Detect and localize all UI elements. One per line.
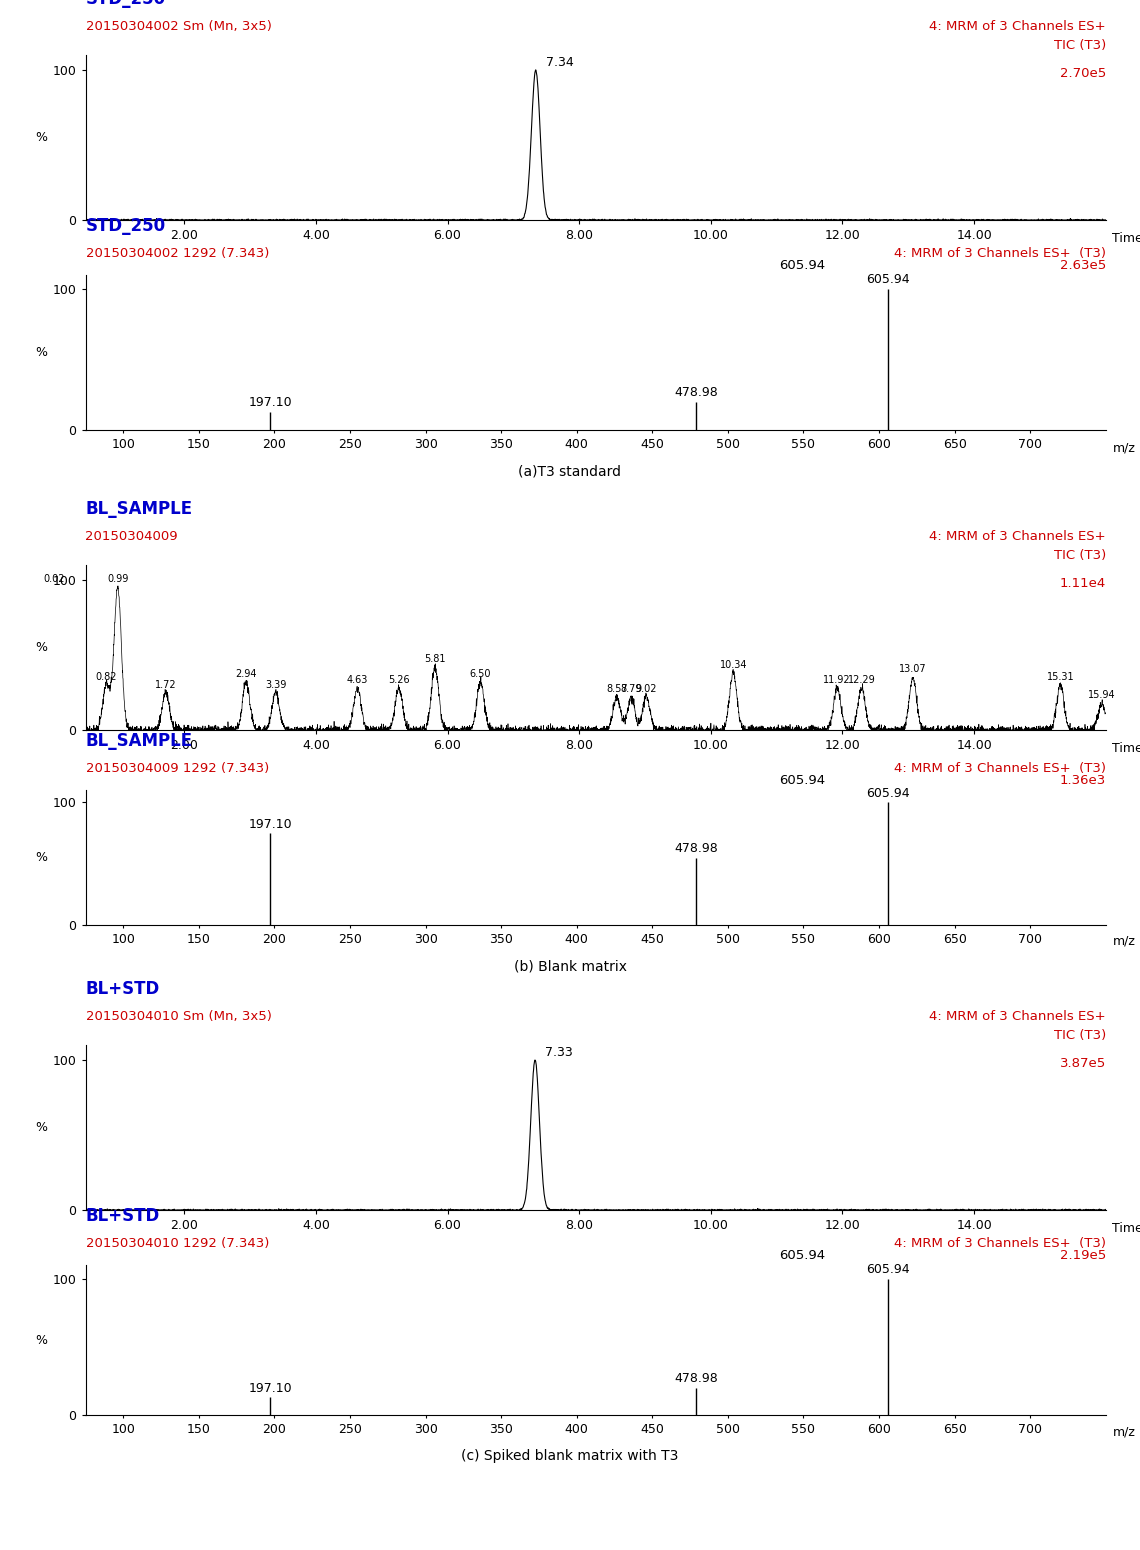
Text: 478.98: 478.98: [674, 386, 718, 398]
Text: 7.34: 7.34: [546, 56, 573, 68]
Text: 0.99: 0.99: [107, 575, 129, 584]
Text: m/z: m/z: [1114, 442, 1137, 454]
Text: 0.82: 0.82: [96, 673, 117, 682]
Text: BL_SAMPLE: BL_SAMPLE: [86, 501, 193, 519]
Text: 4: MRM of 3 Channels ES+  (T3): 4: MRM of 3 Channels ES+ (T3): [894, 246, 1106, 259]
Text: BL+STD: BL+STD: [86, 981, 160, 998]
Text: 4: MRM of 3 Channels ES+  (T3): 4: MRM of 3 Channels ES+ (T3): [894, 761, 1106, 775]
Text: 8.79: 8.79: [620, 684, 642, 694]
Y-axis label: %: %: [35, 1121, 48, 1135]
Text: 1.36e3: 1.36e3: [1059, 775, 1106, 787]
Text: 197.10: 197.10: [249, 817, 292, 831]
Text: 4: MRM of 3 Channels ES+: 4: MRM of 3 Channels ES+: [929, 530, 1106, 544]
Text: 15.94: 15.94: [1088, 690, 1116, 701]
Text: 20150304002 1292 (7.343): 20150304002 1292 (7.343): [86, 246, 269, 259]
Text: 0.02: 0.02: [43, 575, 65, 584]
Text: (b) Blank matrix: (b) Blank matrix: [513, 959, 627, 973]
Text: 4.63: 4.63: [347, 674, 368, 685]
Text: 605.94: 605.94: [780, 1249, 825, 1262]
Y-axis label: %: %: [35, 1333, 48, 1347]
Text: 10.34: 10.34: [719, 660, 747, 670]
Text: TIC (T3): TIC (T3): [1053, 39, 1106, 51]
Text: 20150304010 1292 (7.343): 20150304010 1292 (7.343): [86, 1237, 269, 1249]
Text: (c) Spiked blank matrix with T3: (c) Spiked blank matrix with T3: [462, 1449, 678, 1463]
Text: 5.26: 5.26: [388, 674, 409, 685]
Text: 9.02: 9.02: [636, 684, 657, 694]
Text: 478.98: 478.98: [674, 1372, 718, 1386]
Text: 11.92: 11.92: [823, 674, 852, 685]
Text: 605.94: 605.94: [866, 273, 910, 287]
Text: STD_250: STD_250: [86, 0, 165, 8]
Text: 1.11e4: 1.11e4: [1059, 577, 1106, 589]
Text: TIC (T3): TIC (T3): [1053, 549, 1106, 561]
Text: 20150304010 Sm (Mn, 3x5): 20150304010 Sm (Mn, 3x5): [86, 1011, 271, 1023]
Text: 605.94: 605.94: [780, 259, 825, 271]
Text: 8.57: 8.57: [605, 684, 627, 694]
Text: Time: Time: [1113, 1221, 1140, 1235]
Text: 13.07: 13.07: [899, 665, 927, 674]
Text: 605.94: 605.94: [866, 787, 910, 800]
Text: 4: MRM of 3 Channels ES+: 4: MRM of 3 Channels ES+: [929, 20, 1106, 33]
Text: Time: Time: [1113, 742, 1140, 755]
Text: 20150304009: 20150304009: [86, 530, 178, 544]
Text: 5.81: 5.81: [424, 654, 446, 663]
Text: BL_SAMPLE: BL_SAMPLE: [86, 732, 193, 750]
Text: 605.94: 605.94: [780, 775, 825, 787]
Text: 15.31: 15.31: [1047, 673, 1074, 682]
Text: 2.19e5: 2.19e5: [1059, 1249, 1106, 1262]
Text: 6.50: 6.50: [470, 670, 491, 679]
Text: 20150304009 1292 (7.343): 20150304009 1292 (7.343): [86, 761, 269, 775]
Text: 4: MRM of 3 Channels ES+  (T3): 4: MRM of 3 Channels ES+ (T3): [894, 1237, 1106, 1249]
Text: 20150304002 Sm (Mn, 3x5): 20150304002 Sm (Mn, 3x5): [86, 20, 271, 33]
Text: 478.98: 478.98: [674, 842, 718, 856]
Y-axis label: %: %: [35, 132, 48, 144]
Y-axis label: %: %: [35, 851, 48, 863]
Text: 12.29: 12.29: [848, 674, 876, 685]
Text: Time: Time: [1113, 232, 1140, 245]
Text: 2.63e5: 2.63e5: [1059, 259, 1106, 271]
Text: STD_250: STD_250: [86, 217, 165, 234]
Text: 197.10: 197.10: [249, 395, 292, 409]
Text: 605.94: 605.94: [866, 1263, 910, 1276]
Text: m/z: m/z: [1114, 935, 1137, 947]
Y-axis label: %: %: [35, 346, 48, 360]
Y-axis label: %: %: [35, 642, 48, 654]
Text: 2.94: 2.94: [235, 670, 256, 679]
Text: BL+STD: BL+STD: [86, 1207, 160, 1224]
Text: (a)T3 standard: (a)T3 standard: [519, 463, 621, 477]
Text: 7.33: 7.33: [545, 1046, 572, 1059]
Text: m/z: m/z: [1114, 1426, 1137, 1438]
Text: 3.39: 3.39: [264, 679, 286, 690]
Text: 1.72: 1.72: [155, 679, 177, 690]
Text: 197.10: 197.10: [249, 1381, 292, 1395]
Text: TIC (T3): TIC (T3): [1053, 1029, 1106, 1042]
Text: 4: MRM of 3 Channels ES+: 4: MRM of 3 Channels ES+: [929, 1011, 1106, 1023]
Text: 2.70e5: 2.70e5: [1059, 67, 1106, 79]
Text: 3.87e5: 3.87e5: [1059, 1057, 1106, 1070]
